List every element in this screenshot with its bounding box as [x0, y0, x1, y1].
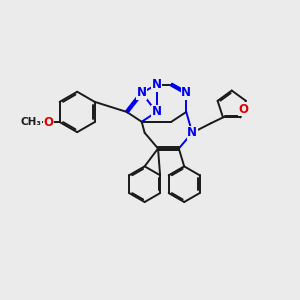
Text: N: N — [152, 106, 161, 118]
Text: N: N — [181, 86, 191, 99]
Text: CH₃: CH₃ — [20, 117, 41, 127]
Text: N: N — [137, 86, 147, 99]
Text: O: O — [44, 116, 53, 129]
Text: O: O — [238, 103, 248, 116]
Text: N: N — [152, 78, 161, 91]
Text: N: N — [187, 126, 197, 139]
